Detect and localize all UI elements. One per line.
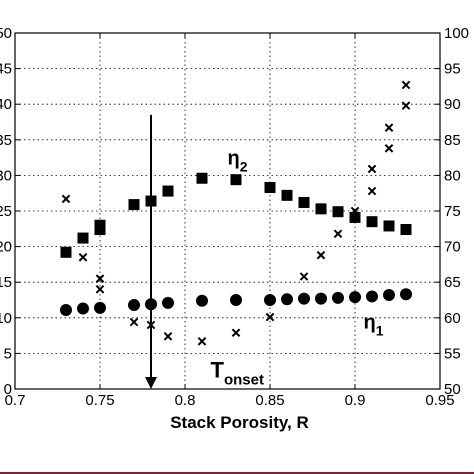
bottom-rule — [0, 472, 474, 474]
y-left-tick-label: 30 — [0, 167, 12, 184]
circle-marker — [230, 294, 242, 306]
circle-marker — [128, 298, 140, 311]
square-marker — [349, 211, 361, 223]
circle-marker — [264, 294, 276, 306]
y-right-tick-label: 60 — [444, 310, 461, 327]
y-right-tick-label: 80 — [444, 167, 461, 184]
x-marker — [350, 206, 360, 216]
x-tick-label: 0.8 — [175, 392, 196, 409]
circle-marker — [60, 303, 72, 316]
square-marker — [400, 224, 412, 236]
y-right-tick-label: 65 — [444, 274, 461, 291]
series-circle — [60, 288, 412, 316]
y-left-tick-label: 25 — [0, 203, 12, 220]
square-marker — [332, 206, 344, 218]
circle-marker — [77, 302, 89, 315]
y-right-tick-label: 75 — [444, 203, 461, 220]
x-marker — [163, 332, 173, 341]
circle-marker — [349, 291, 361, 304]
circle-marker — [332, 291, 344, 304]
series-annotation: η2 — [228, 148, 248, 175]
y-right-tick-label: 70 — [444, 239, 461, 256]
x-axis-label: Stack Porosity, R — [170, 413, 309, 432]
y-right-tick-label: 95 — [444, 61, 461, 78]
x-marker — [367, 164, 377, 174]
x-marker — [95, 274, 105, 283]
x-marker — [333, 229, 343, 239]
annotation-subscript: onset — [224, 372, 264, 389]
y-left-tick-label: 50 — [0, 25, 12, 42]
square-marker — [128, 199, 140, 211]
arrow-head — [145, 377, 157, 389]
square-marker — [383, 220, 395, 232]
annotation-subscript: 2 — [240, 159, 248, 175]
square-marker — [77, 232, 89, 244]
y-left-tick-label: 15 — [0, 274, 12, 291]
x-tick-label: 0.9 — [345, 392, 366, 409]
series-x — [61, 80, 411, 346]
annotation-subscript: 1 — [376, 322, 384, 338]
y-left-tick-label: 5 — [4, 345, 12, 362]
square-marker — [230, 174, 242, 186]
x-marker — [231, 328, 241, 338]
square-marker — [196, 172, 208, 184]
y-left-tick-label: 20 — [0, 239, 12, 256]
square-marker — [366, 216, 378, 228]
circle-marker — [298, 292, 310, 305]
circle-marker — [281, 293, 293, 306]
x-tick-label: 0.85 — [255, 392, 284, 409]
series-annotation: Tonset — [211, 358, 264, 389]
square-marker — [264, 182, 276, 194]
circle-marker — [383, 289, 395, 302]
annotation-main: T — [211, 358, 225, 383]
circle-marker — [196, 294, 208, 307]
x-marker — [95, 285, 105, 294]
arrow — [145, 114, 157, 389]
circle-marker — [162, 296, 174, 309]
y-left-tick-label: 45 — [0, 61, 12, 78]
square-marker — [60, 246, 72, 258]
x-marker — [78, 252, 88, 262]
y-left-tick-label: 0 — [4, 381, 12, 398]
series-square — [60, 172, 412, 258]
x-marker — [61, 194, 71, 204]
x-tick-label: 0.95 — [425, 392, 454, 409]
x-marker — [197, 336, 207, 346]
square-marker — [162, 185, 174, 197]
y-right-tick-label: 100 — [444, 25, 469, 42]
y-left-tick-label: 40 — [0, 96, 12, 113]
annotation-main: η — [228, 148, 240, 170]
circle-marker — [400, 288, 412, 301]
x-marker — [401, 80, 411, 90]
series — [60, 80, 412, 346]
y-right-tick-label: 85 — [444, 132, 461, 149]
square-marker — [315, 203, 327, 215]
x-marker — [299, 272, 309, 281]
x-marker — [401, 101, 411, 110]
series-annotation: η1 — [364, 311, 384, 338]
x-tick-label: 0.7 — [5, 392, 26, 409]
circle-marker — [315, 292, 327, 305]
circle-marker — [94, 301, 106, 314]
x-marker — [316, 250, 326, 260]
axis-ticks: 0.7 0.75 0.8 0.85 0.9 0.95 0 5 10 15 20 25 30 35 40 45 5… — [0, 25, 469, 409]
y-left-tick-label: 10 — [0, 310, 12, 327]
y-left-tick-label: 35 — [0, 132, 12, 149]
x-tick-label: 0.75 — [85, 392, 114, 409]
y-right-tick-label: 55 — [444, 345, 461, 362]
y-right-tick-label: 50 — [444, 381, 461, 398]
annotation-main: η — [364, 311, 376, 333]
x-marker — [129, 317, 139, 327]
x-marker — [384, 123, 394, 133]
square-marker — [281, 189, 293, 201]
x-marker — [367, 186, 377, 196]
x-marker — [265, 312, 275, 322]
square-marker — [298, 196, 310, 208]
circle-marker — [366, 290, 378, 303]
square-marker — [94, 219, 106, 231]
y-right-tick-label: 90 — [444, 96, 461, 113]
x-marker — [384, 144, 394, 153]
